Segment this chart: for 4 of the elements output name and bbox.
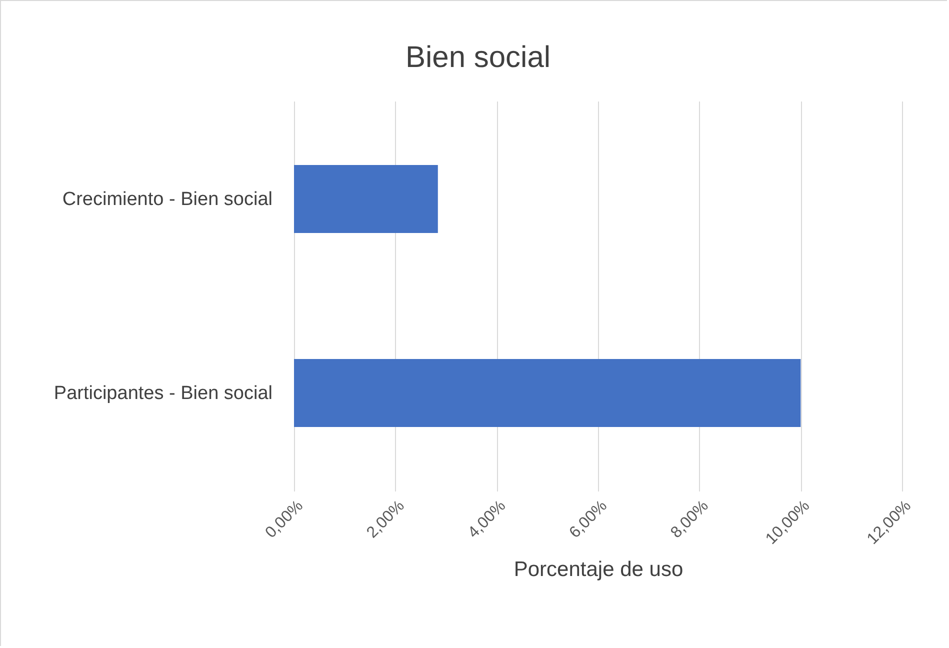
chart-title: Bien social [405,41,551,74]
x-axis-title: Porcentaje de uso [514,558,684,582]
y-tick-label: Crecimiento - Bien social [62,188,272,210]
y-tick-label: Participantes - Bien social [54,383,272,404]
